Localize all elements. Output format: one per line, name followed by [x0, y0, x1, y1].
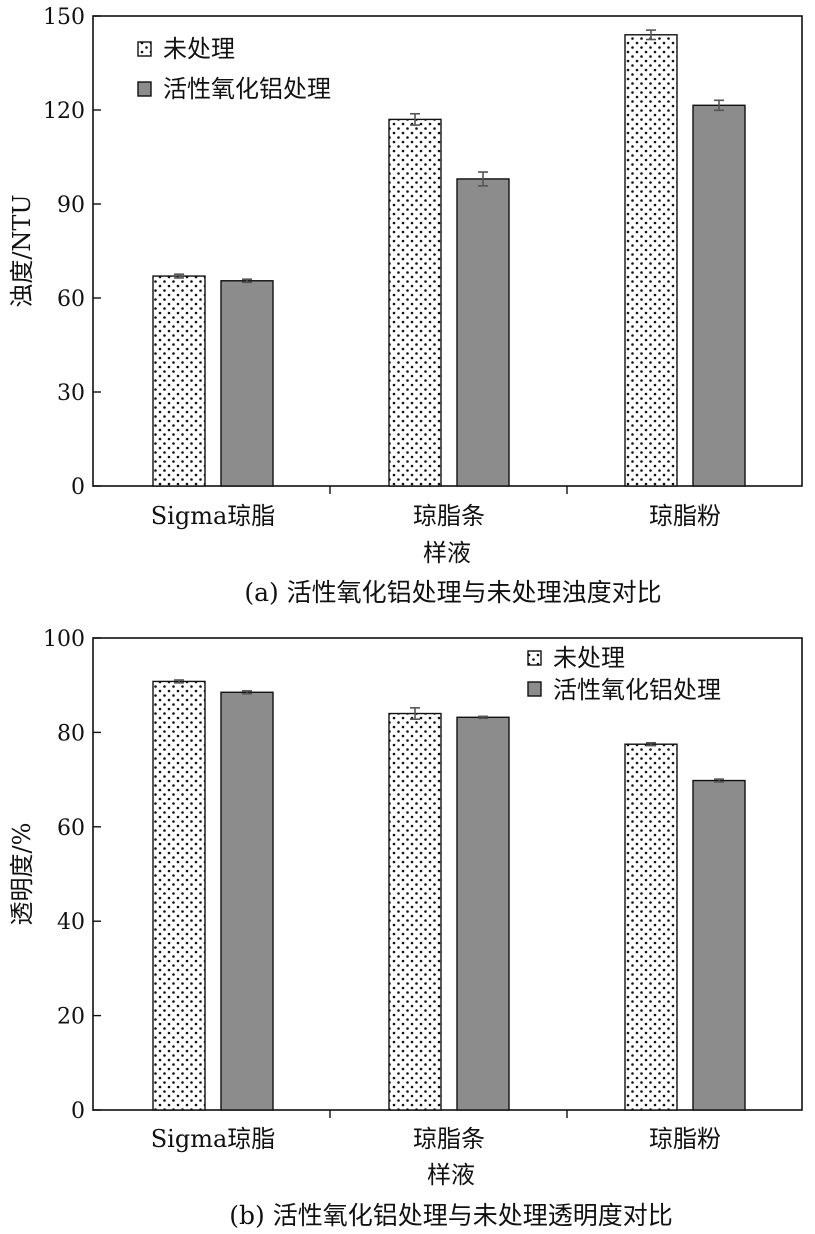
category-label: Sigma琼脂: [151, 1125, 276, 1153]
error-bar: [478, 171, 488, 187]
legend: 未处理 活性氧化铝处理: [137, 35, 331, 103]
bar-treated: [456, 716, 510, 1111]
x-axis-ticks: [329, 1110, 568, 1118]
legend-label-treated: 活性氧化铝处理: [553, 676, 721, 704]
y-tick-label: 40: [57, 910, 85, 935]
error-bar: [410, 707, 420, 720]
y-tick-label: 80: [57, 721, 85, 746]
legend-swatch-untreated: [137, 41, 152, 57]
bar-untreated: [624, 743, 678, 1111]
error-bar: [646, 29, 656, 41]
bar-untreated: [152, 275, 206, 487]
y-tick-label: 0: [71, 475, 85, 500]
category-label: 琼脂条: [413, 1125, 485, 1153]
y-tick-label: 0: [71, 1099, 85, 1124]
legend: 未处理 活性氧化铝处理: [527, 644, 721, 704]
error-bar: [242, 278, 252, 284]
turbidity-chart: 0 30 60 90 120 150 Sigma琼脂 琼脂条 琼脂粉 浊度/NTU 样液 (a…: [8, 5, 803, 607]
bar-treated: [456, 178, 510, 487]
category-labels: Sigma琼脂 琼脂条 琼脂粉: [151, 1125, 721, 1153]
error-bar: [242, 690, 252, 695]
plot-frame: [92, 637, 803, 1111]
chart-caption: (b) 活性氧化铝处理与未处理透明度对比: [229, 1201, 672, 1230]
bar-treated: [220, 691, 274, 1111]
y-tick-label: 60: [57, 816, 85, 841]
legend-swatch-untreated: [527, 650, 542, 666]
category-label: Sigma琼脂: [151, 502, 276, 530]
legend-label-untreated: 未处理: [163, 35, 235, 63]
bar-untreated: [624, 34, 678, 487]
error-bar: [714, 99, 724, 112]
bar-untreated: [388, 712, 442, 1111]
bars: [152, 29, 746, 487]
y-tick-label: 60: [57, 287, 85, 312]
y-axis-title: 浊度/NTU: [8, 194, 36, 307]
y-axis-ticks: 0 20 40 60 80 100: [43, 627, 101, 1124]
legend-swatch-treated: [137, 81, 152, 97]
x-axis-title: 样液: [427, 1161, 475, 1189]
y-tick-label: 150: [43, 5, 85, 30]
category-label: 琼脂粉: [649, 1125, 721, 1153]
legend-swatch-treated: [527, 681, 542, 697]
error-bar: [174, 273, 184, 279]
y-axis-title: 透明度/%: [8, 823, 36, 926]
y-tick-label: 100: [43, 627, 85, 652]
y-axis-ticks: 0 30 60 90 120 150: [43, 5, 101, 500]
chart-caption: (a) 活性氧化铝处理与未处理浊度对比: [244, 578, 661, 607]
error-bar: [174, 679, 184, 684]
plot-frame: [92, 15, 803, 487]
error-bar: [714, 778, 724, 783]
category-label: 琼脂粉: [649, 502, 721, 530]
error-bar: [410, 112, 420, 126]
x-axis-ticks: [329, 486, 568, 494]
category-label: 琼脂条: [413, 502, 485, 530]
x-axis-title: 样液: [423, 539, 471, 567]
error-bar: [478, 715, 488, 720]
y-tick-label: 30: [57, 381, 85, 406]
y-tick-label: 120: [43, 99, 85, 124]
legend-label-untreated: 未处理: [553, 644, 625, 672]
bars: [152, 679, 746, 1111]
y-tick-label: 90: [57, 193, 85, 218]
y-tick-label: 20: [57, 1005, 85, 1030]
bar-treated: [692, 779, 746, 1111]
bar-untreated: [388, 118, 442, 487]
category-labels: Sigma琼脂 琼脂条 琼脂粉: [151, 502, 721, 530]
error-bar: [646, 741, 656, 747]
bar-untreated: [152, 680, 206, 1111]
bar-treated: [220, 280, 274, 487]
legend-label-treated: 活性氧化铝处理: [163, 75, 331, 103]
bar-treated: [692, 104, 746, 487]
transparency-chart: 0 20 40 60 80 100 Sigma琼脂 琼脂条 琼脂粉 透明度/% 样液 (b) …: [8, 627, 803, 1230]
